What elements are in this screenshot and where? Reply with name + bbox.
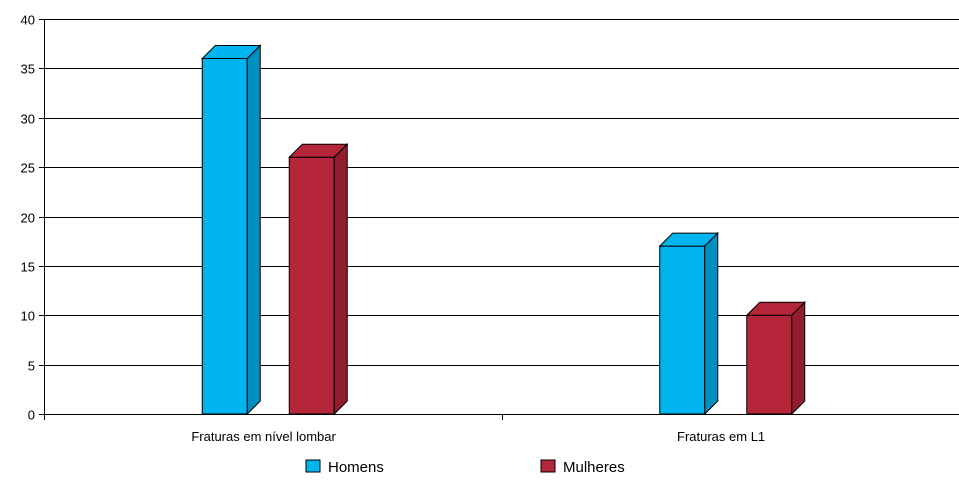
y-tick-label: 10 <box>21 309 35 324</box>
bars <box>201 44 806 416</box>
y-tick-label: 25 <box>21 161 35 176</box>
legend-label: Homens <box>328 459 384 476</box>
legend-label: Mulheres <box>563 459 625 476</box>
bar-homens <box>658 231 719 416</box>
legend-swatch <box>305 459 321 473</box>
axes <box>44 19 959 420</box>
y-axis-ticks: 0 5 10 15 20 25 30 35 40 <box>21 13 44 423</box>
y-tick-label: 35 <box>21 62 35 77</box>
bar-front <box>201 58 248 415</box>
bar-homens <box>201 44 262 416</box>
bar-mulheres <box>745 301 806 416</box>
bar-side <box>704 231 719 416</box>
gridlines <box>44 19 959 366</box>
y-tick-label: 40 <box>21 13 35 28</box>
legend-swatch <box>540 459 556 473</box>
bar-side <box>791 301 806 416</box>
bar-front <box>746 314 793 415</box>
bar-side <box>333 143 348 416</box>
x-axis-labels: Fraturas em nível lombar Fraturas em L1 <box>191 429 765 444</box>
x-category-label: Fraturas em nível lombar <box>191 429 336 444</box>
bar-front <box>288 156 335 415</box>
y-tick-label: 0 <box>28 408 35 423</box>
bar-side <box>246 44 261 416</box>
bar-mulheres <box>288 143 349 416</box>
legend-item-mulheres: Mulheres <box>540 459 625 476</box>
y-tick-label: 5 <box>28 359 35 374</box>
y-tick-label: 30 <box>21 112 35 127</box>
x-category-label: Fraturas em L1 <box>677 429 765 444</box>
legend: Homens Mulheres <box>305 459 625 476</box>
bar-front <box>659 245 706 415</box>
legend-item-homens: Homens <box>305 459 384 476</box>
y-tick-label: 20 <box>21 211 35 226</box>
y-tick-label: 15 <box>21 260 35 275</box>
